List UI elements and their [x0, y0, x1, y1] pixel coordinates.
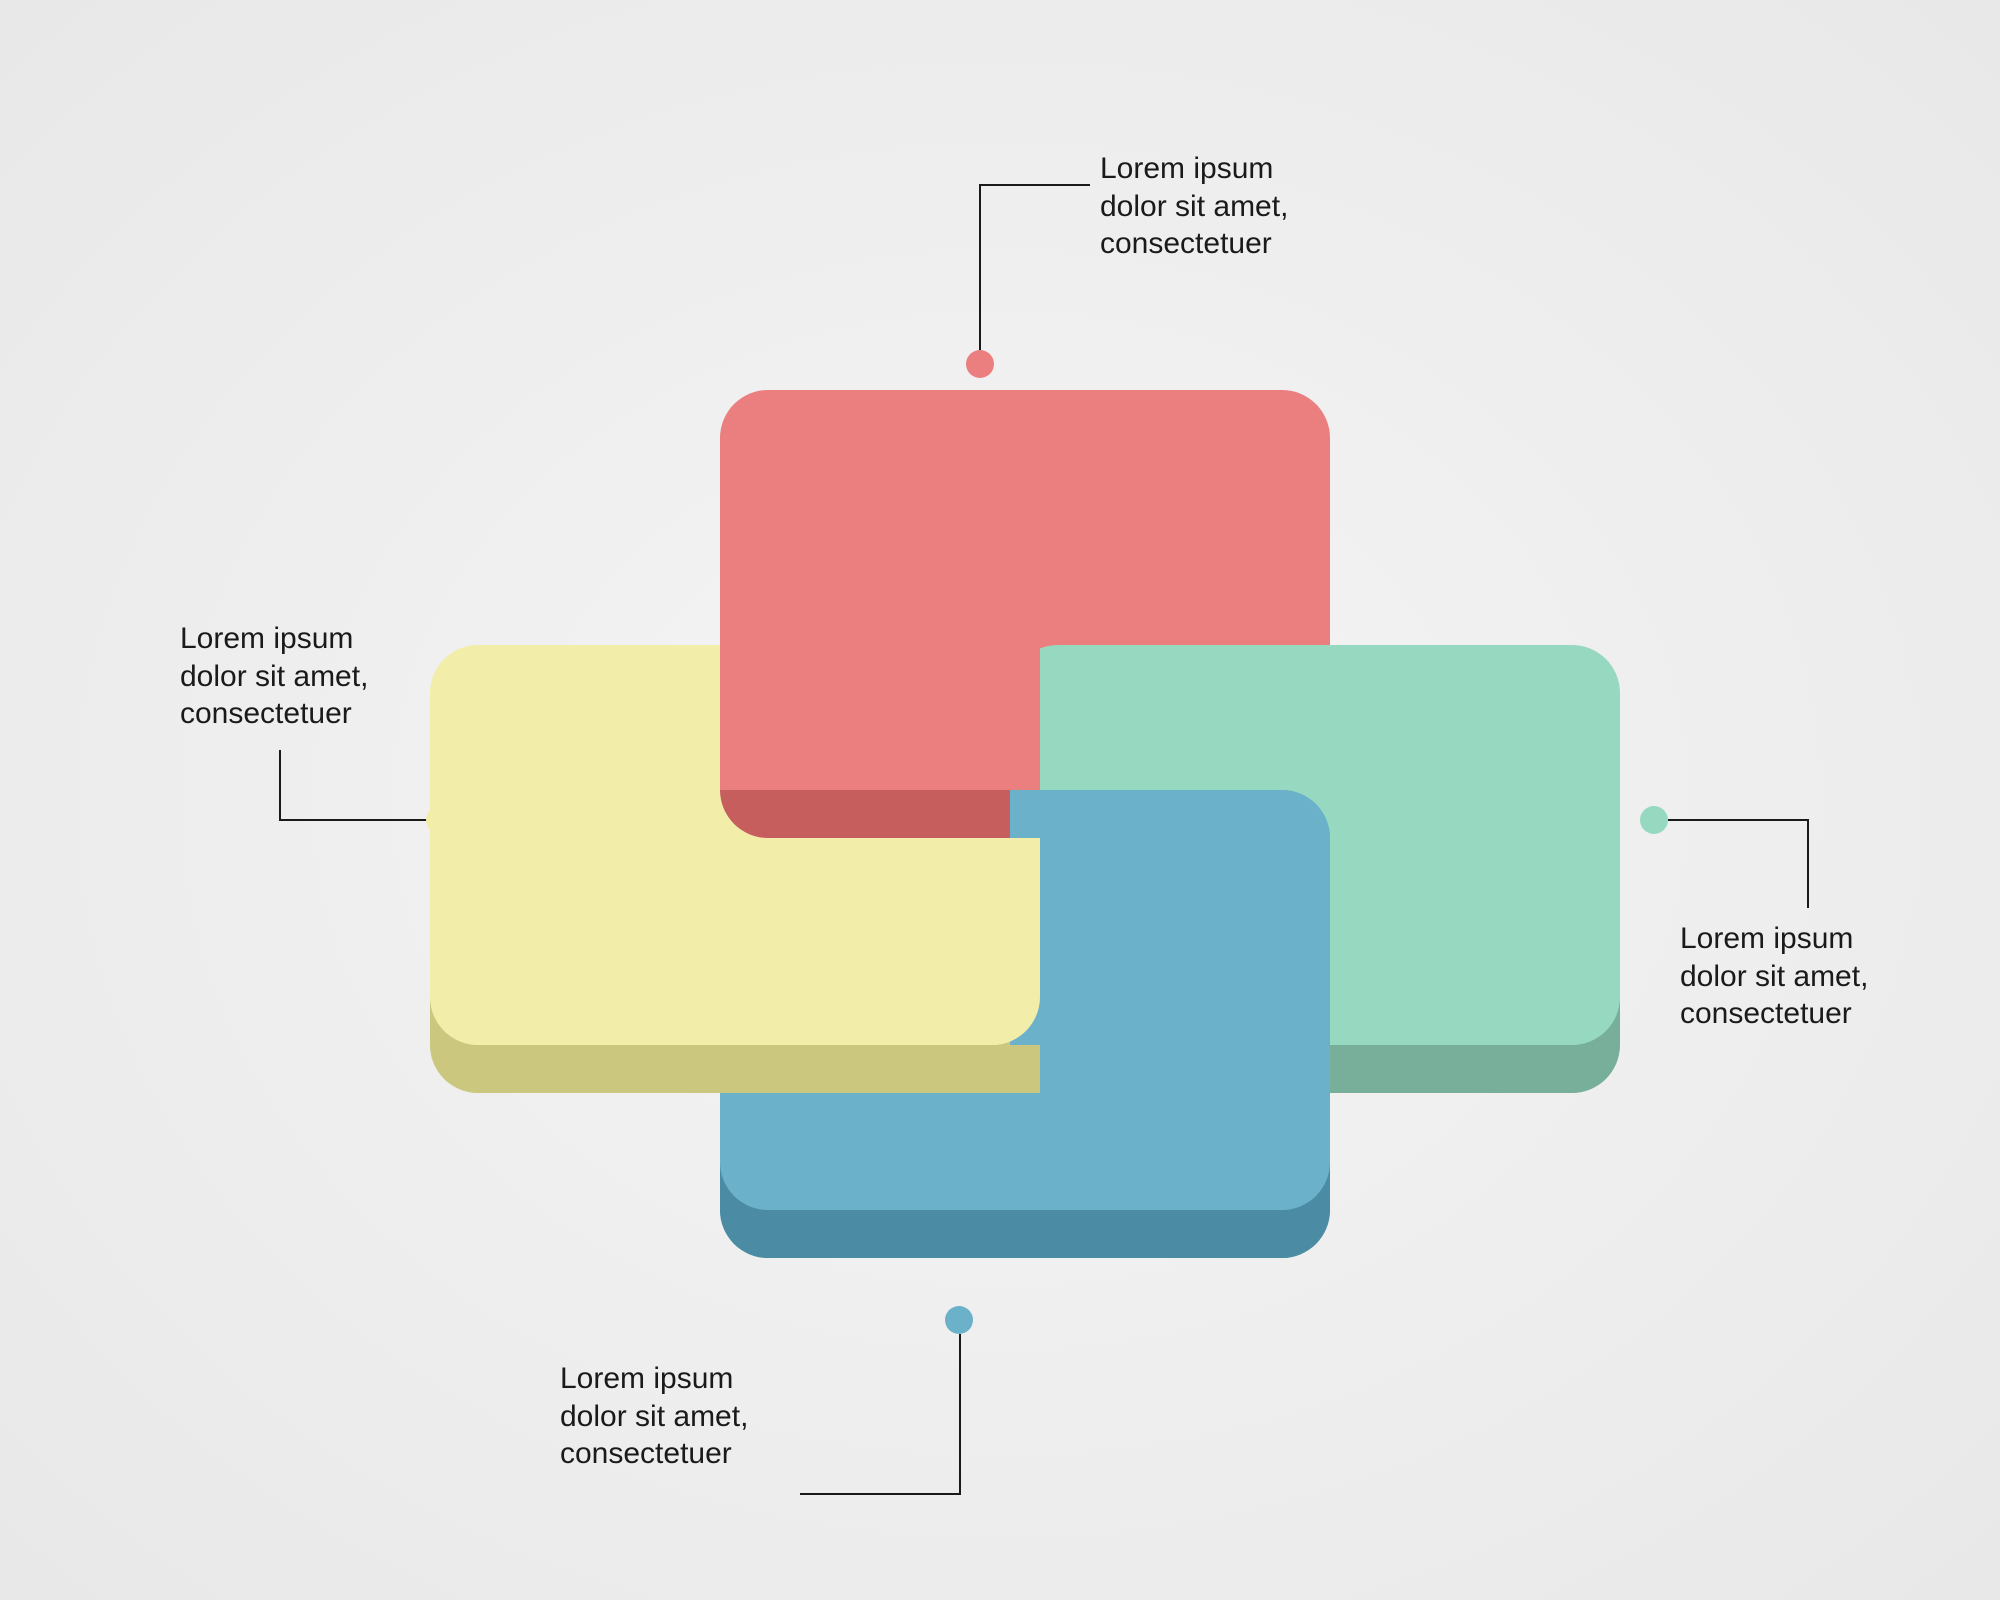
- callout-top: Lorem ipsum dolor sit amet, consectetuer: [1100, 150, 1288, 263]
- callout-top-line3: consectetuer: [1100, 225, 1288, 263]
- patch-red-over-yellow: [720, 645, 1040, 790]
- patch-blue-over-mint: [1010, 790, 1330, 1045]
- dot-left: [426, 806, 454, 834]
- patch-red-edge-over-yellow: [720, 790, 1040, 838]
- callout-bottom-line2: dolor sit amet,: [560, 1398, 748, 1436]
- dot-right: [1640, 806, 1668, 834]
- leader-top: [920, 175, 1100, 365]
- callout-bottom: Lorem ipsum dolor sit amet, consectetuer: [560, 1360, 748, 1473]
- dot-bottom: [945, 1306, 973, 1334]
- dot-top: [966, 350, 994, 378]
- patch-yellow-edge: [720, 1045, 1040, 1093]
- callout-right-line1: Lorem ipsum: [1680, 920, 1868, 958]
- leader-bottom: [790, 1334, 970, 1504]
- callout-right: Lorem ipsum dolor sit amet, consectetuer: [1680, 920, 1868, 1033]
- callout-right-line3: consectetuer: [1680, 995, 1868, 1033]
- callout-left-line3: consectetuer: [180, 695, 368, 733]
- callout-left-line1: Lorem ipsum: [180, 620, 368, 658]
- callout-top-line2: dolor sit amet,: [1100, 188, 1288, 226]
- leader-left: [270, 740, 440, 830]
- callout-left-line2: dolor sit amet,: [180, 658, 368, 696]
- callout-top-line1: Lorem ipsum: [1100, 150, 1288, 188]
- patch-blue-front-edge: [720, 1210, 1330, 1258]
- callout-left: Lorem ipsum dolor sit amet, consectetuer: [180, 620, 368, 733]
- callout-bottom-line1: Lorem ipsum: [560, 1360, 748, 1398]
- infographic-stage: Lorem ipsum dolor sit amet, consectetuer…: [0, 0, 2000, 1600]
- callout-bottom-line3: consectetuer: [560, 1435, 748, 1473]
- patch-yellow-over-blue: [720, 838, 1040, 1045]
- callout-right-line2: dolor sit amet,: [1680, 958, 1868, 996]
- leader-right: [1668, 818, 1818, 918]
